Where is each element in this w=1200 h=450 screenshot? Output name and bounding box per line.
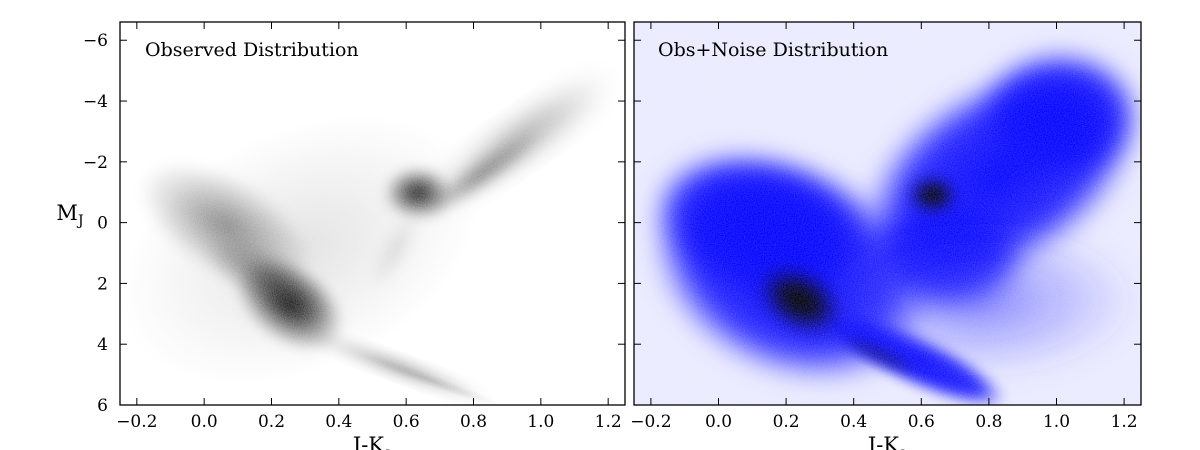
observed-distribution-panel: Observed Distribution −0.2 0.0 0.2 0.4 0.6 0.… <box>56 21 626 450</box>
obs-noise-axis-ticks: −0.2 0.0 0.2 0.4 0.6 0.8 1.0 1.2 <box>630 22 1141 432</box>
observed-plot-frame <box>119 21 626 406</box>
y-tick-label: 6 <box>97 396 108 416</box>
obs-noise-distribution-panel: Obs+Noise Distribution −0.2 0.0 0.2 0.4 0.6 0… <box>630 21 1142 450</box>
x-tick-label: 0.2 <box>258 412 285 432</box>
obs-noise-x-axis-label: J-Ks <box>866 433 906 450</box>
y-axis-label: MJ <box>56 201 83 229</box>
x-tick-label: 0.6 <box>393 412 420 432</box>
observed-axis-ticks: −0.2 0.0 0.2 0.4 0.6 0.8 1.0 1.2 −6 −4 −2 0 2 4 6 <box>83 22 625 432</box>
x-tick-label: 0.4 <box>840 412 867 432</box>
x-tick-label: 1.0 <box>527 412 554 432</box>
x-tick-label: −0.2 <box>116 412 157 432</box>
x-tick-label: 0.0 <box>191 412 218 432</box>
x-tick-label: 0.8 <box>460 412 487 432</box>
y-tick-label: 4 <box>97 335 108 355</box>
x-tick-label: 0.8 <box>975 412 1002 432</box>
x-tick-label: 0.6 <box>908 412 935 432</box>
observed-density-map <box>120 22 625 405</box>
y-tick-label: −4 <box>83 92 108 112</box>
y-tick-label: −6 <box>83 31 108 51</box>
x-tick-label: 0.4 <box>325 412 352 432</box>
y-tick-label: −2 <box>83 153 108 173</box>
x-tick-label: 0.0 <box>705 412 732 432</box>
observed-panel-title: Observed Distribution <box>145 39 359 61</box>
x-tick-label: −0.2 <box>630 412 671 432</box>
x-tick-label: 1.2 <box>595 412 622 432</box>
obs-noise-panel-title: Obs+Noise Distribution <box>658 39 888 61</box>
x-tick-label: 1.2 <box>1111 412 1138 432</box>
y-tick-label: 0 <box>97 214 108 234</box>
y-tick-label: 2 <box>97 274 108 294</box>
obs-noise-density-map <box>634 22 1141 405</box>
x-tick-label: 0.2 <box>773 412 800 432</box>
x-tick-label: 1.0 <box>1043 412 1070 432</box>
obs-noise-plot-frame <box>633 21 1142 406</box>
observed-x-axis-label: J-Ks <box>351 433 391 450</box>
